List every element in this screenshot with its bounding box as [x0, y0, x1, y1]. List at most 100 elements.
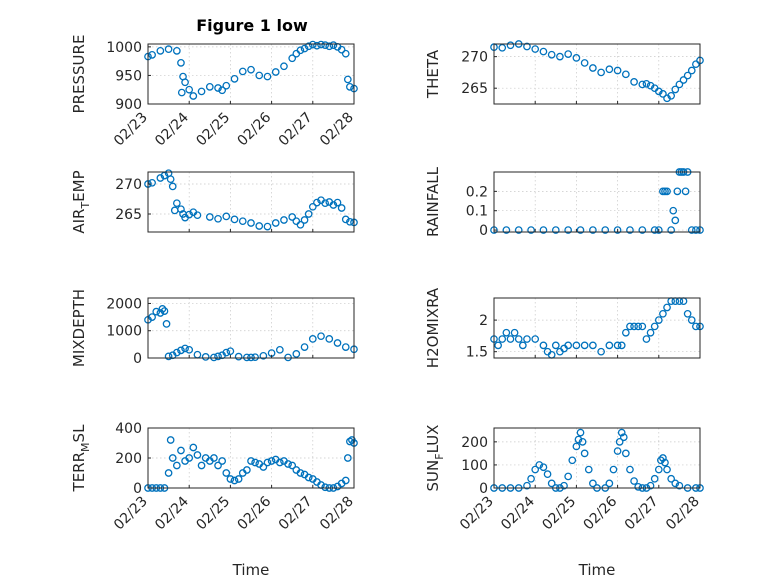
data-point — [527, 226, 535, 234]
axes-box — [493, 427, 701, 489]
ytick-label: 1000 — [106, 324, 142, 340]
data-point — [346, 217, 354, 226]
data-point — [243, 466, 251, 474]
data-point — [605, 479, 614, 488]
data-point — [518, 341, 527, 350]
data-point — [234, 352, 243, 361]
data-point — [346, 83, 354, 91]
data-point — [333, 339, 342, 347]
data-point — [663, 303, 671, 312]
data-point — [589, 226, 597, 234]
data-point — [619, 433, 628, 442]
data-point — [617, 428, 626, 437]
ylabel-tail: SL — [70, 424, 88, 443]
data-point — [654, 465, 663, 474]
ytick-label: 400 — [115, 421, 142, 437]
data-point — [218, 86, 227, 95]
ylabel-air-temp: AIRTEMP — [70, 170, 92, 233]
ytick-label: 100 — [461, 458, 488, 474]
data-point — [214, 214, 222, 223]
ytick-label: 265 — [115, 207, 142, 223]
data-point — [267, 457, 276, 465]
data-point — [654, 316, 663, 324]
data-point — [543, 470, 552, 479]
data-point — [498, 335, 507, 343]
data-point — [564, 226, 573, 234]
data-point — [288, 54, 297, 63]
data-point — [568, 456, 577, 465]
data-point — [671, 85, 680, 94]
data-point — [621, 328, 630, 337]
data-point — [514, 226, 523, 234]
data-point — [621, 70, 630, 79]
data-point — [654, 226, 663, 234]
data-point — [613, 447, 622, 455]
data-point — [177, 446, 185, 455]
data-point — [218, 457, 227, 465]
ytick-label: 1.5 — [466, 345, 488, 361]
data-point — [210, 454, 218, 462]
ylabel-tail: LUX — [424, 425, 442, 454]
ylabel-base: PRESSURE — [70, 35, 88, 114]
data-point — [172, 461, 181, 470]
data-point — [683, 71, 692, 80]
data-point — [494, 341, 502, 350]
data-point — [275, 345, 284, 354]
data-point — [564, 341, 573, 350]
data-point — [638, 322, 647, 331]
data-point — [251, 353, 259, 362]
data-point — [506, 41, 515, 50]
data-point — [626, 465, 634, 474]
data-point — [692, 226, 700, 234]
data-point — [564, 472, 573, 481]
data-point — [156, 309, 165, 317]
data-point — [160, 307, 169, 315]
data-point — [659, 309, 667, 318]
data-point — [247, 219, 255, 227]
axes-box — [493, 297, 701, 359]
data-point — [247, 457, 255, 465]
data-point — [572, 54, 581, 62]
data-point — [687, 316, 696, 324]
data-point — [547, 479, 556, 488]
panel-rainfall: 0 0.1 0.2 RAINFALL — [424, 166, 704, 239]
data-point — [164, 469, 173, 477]
axes-box — [493, 43, 701, 105]
ylabel-base: SUN — [424, 460, 442, 492]
data-point — [259, 463, 268, 471]
data-point — [275, 458, 284, 467]
data-point — [308, 40, 317, 49]
axes-box — [147, 297, 355, 359]
data-point — [185, 210, 194, 219]
data-point — [210, 353, 218, 362]
data-point — [177, 346, 185, 355]
ytick-label: 900 — [115, 97, 142, 113]
ytick-label: 2000 — [106, 296, 142, 312]
data-point — [271, 219, 280, 227]
data-point — [247, 65, 255, 74]
data-point — [343, 75, 352, 84]
data-point — [148, 51, 156, 59]
data-point — [659, 90, 667, 98]
data-point — [164, 45, 173, 53]
data-point — [308, 202, 317, 211]
data-point — [304, 42, 313, 51]
data-point — [166, 436, 175, 444]
data-point — [634, 482, 643, 491]
data-point — [613, 341, 622, 350]
data-point — [168, 454, 177, 462]
data-point — [284, 460, 292, 468]
data-point — [341, 49, 350, 58]
ylabel-base: TERR — [70, 452, 88, 493]
data-point — [337, 204, 346, 212]
ytick-label: 0 — [479, 481, 488, 497]
data-point — [271, 68, 280, 76]
data-point — [510, 328, 519, 337]
panel-theta: 265 270 THETA — [424, 40, 704, 105]
data-point — [255, 222, 264, 230]
data-point — [535, 461, 544, 469]
data-point — [205, 83, 214, 91]
axes-box — [147, 171, 355, 233]
data-point — [148, 178, 156, 187]
